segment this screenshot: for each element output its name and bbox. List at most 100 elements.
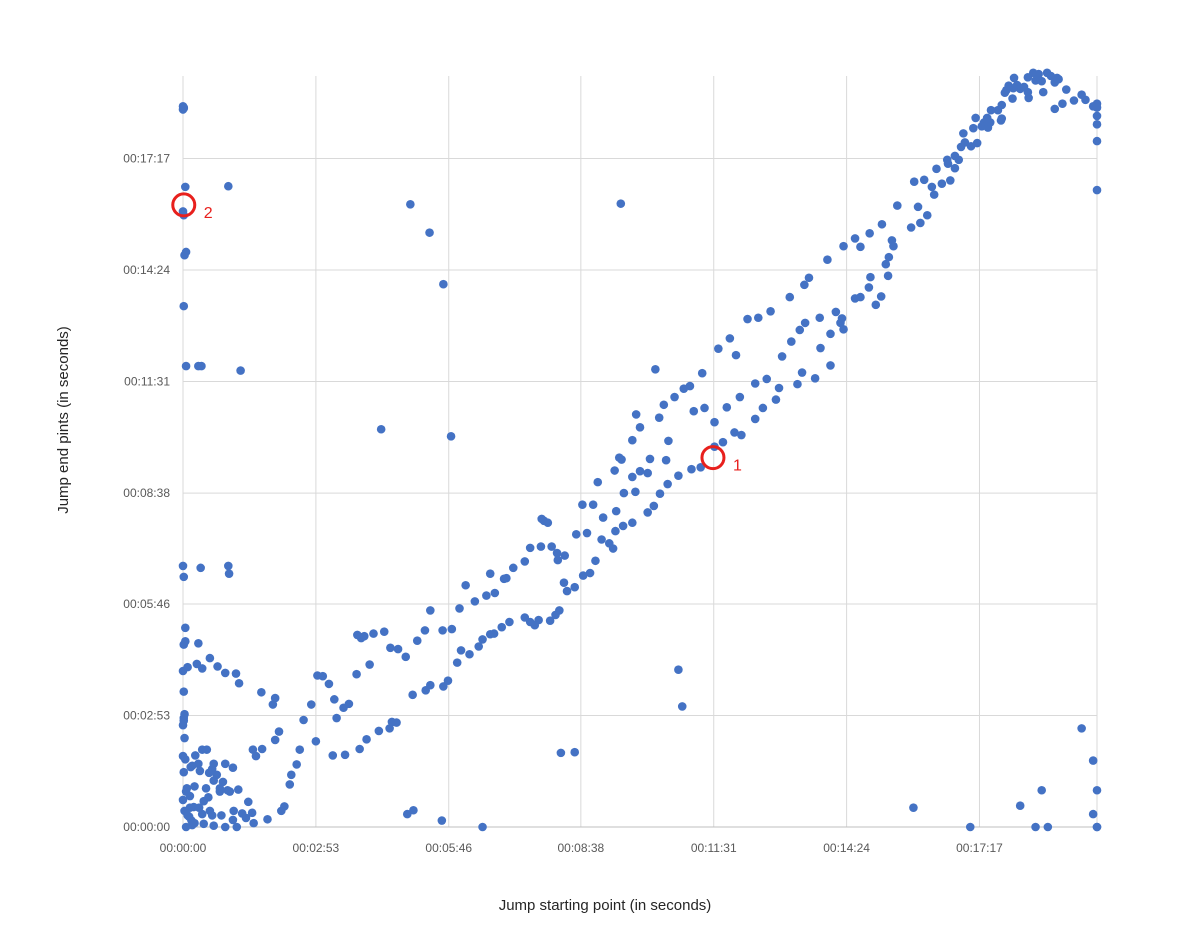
data-point (570, 747, 580, 757)
data-point (1015, 801, 1025, 811)
data-point (1092, 136, 1102, 146)
data-point (815, 313, 825, 323)
data-point (408, 690, 417, 700)
data-point (421, 686, 431, 695)
data-point (197, 745, 207, 754)
data-point (178, 207, 188, 216)
data-point (571, 530, 581, 539)
data-point (578, 500, 587, 509)
data-point (906, 223, 916, 232)
data-point (1034, 69, 1043, 79)
data-point (178, 720, 188, 730)
data-point (224, 569, 234, 578)
data-point (1008, 83, 1018, 93)
data-point (376, 424, 386, 434)
data-point (737, 430, 746, 440)
data-point (932, 164, 941, 174)
data-point (762, 374, 772, 384)
data-points (178, 68, 1102, 832)
data-point (943, 159, 953, 168)
data-point (731, 350, 741, 360)
data-point (725, 334, 735, 343)
data-point (505, 617, 514, 627)
annotation-label: 1 (733, 458, 742, 475)
data-point (1009, 73, 1019, 83)
data-point (485, 569, 495, 578)
data-point (610, 466, 619, 475)
x-tick-label: 00:14:24 (823, 841, 870, 855)
data-point (985, 118, 995, 127)
data-point (856, 292, 865, 302)
data-point (218, 777, 228, 787)
data-point (718, 437, 728, 447)
data-point (181, 755, 190, 764)
data-point (194, 638, 203, 648)
data-point (525, 543, 535, 553)
data-point (268, 700, 278, 709)
data-point (628, 435, 637, 445)
data-point (247, 808, 257, 818)
data-point (324, 679, 334, 689)
data-point (823, 255, 832, 265)
data-point (196, 563, 205, 573)
data-point (700, 403, 709, 413)
data-point (232, 822, 242, 832)
data-point (263, 814, 272, 824)
data-point (181, 623, 190, 633)
data-point (919, 175, 929, 185)
data-point (628, 518, 637, 528)
data-point (616, 199, 626, 208)
data-point (797, 368, 807, 377)
data-point (470, 597, 480, 606)
data-point (877, 219, 887, 229)
data-point (997, 100, 1007, 110)
data-point (839, 325, 848, 334)
data-point (194, 803, 204, 812)
data-point (285, 780, 295, 789)
data-point (651, 365, 660, 374)
data-point (856, 242, 865, 252)
data-point (318, 671, 328, 681)
data-point (593, 477, 603, 487)
data-point (685, 381, 695, 391)
data-point (766, 306, 775, 316)
data-point (591, 556, 600, 566)
data-point (234, 678, 244, 688)
data-point (243, 797, 253, 807)
data-point (800, 280, 809, 290)
x-tick-label: 00:02:53 (293, 841, 340, 855)
data-point (664, 436, 673, 446)
data-point (883, 271, 893, 281)
data-point (661, 455, 671, 465)
data-point (379, 627, 389, 636)
gridlines (182, 76, 1098, 828)
data-point (1092, 120, 1102, 129)
x-tick-label: 00:00:00 (160, 841, 207, 855)
data-point (452, 658, 462, 667)
data-point (866, 272, 875, 282)
data-point (330, 695, 339, 704)
data-point (547, 542, 556, 551)
data-point (971, 113, 980, 123)
data-point (1008, 94, 1017, 103)
data-point (215, 784, 225, 793)
data-point (614, 453, 624, 462)
data-point (927, 182, 937, 192)
data-point (649, 501, 659, 511)
data-point (1061, 85, 1071, 94)
data-point (1077, 90, 1086, 99)
data-point (190, 818, 199, 828)
data-point (236, 366, 245, 375)
data-point (520, 557, 530, 566)
data-point (758, 403, 768, 413)
data-point (743, 314, 752, 324)
data-point (871, 300, 881, 310)
data-point (604, 539, 614, 548)
data-point (793, 379, 802, 389)
data-point (585, 568, 595, 578)
data-point (437, 816, 447, 825)
data-point (611, 526, 620, 536)
data-point (916, 218, 925, 228)
data-point (386, 643, 395, 653)
data-point (344, 699, 354, 709)
